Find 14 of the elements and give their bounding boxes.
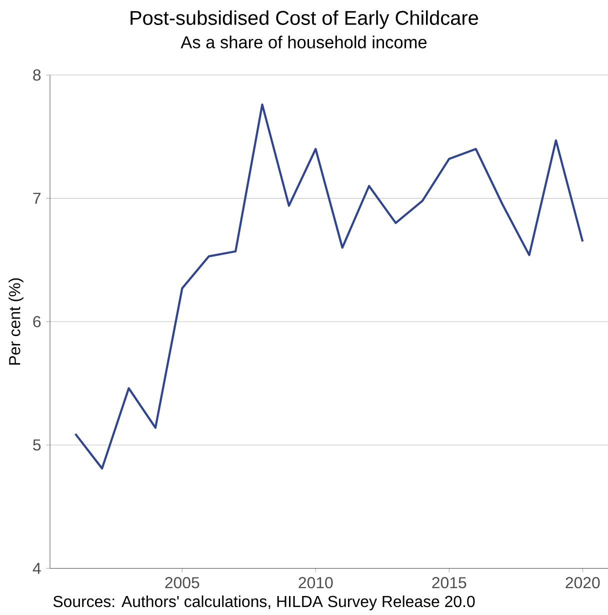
y-tick-label: 8: [33, 69, 41, 81]
source-note: Sources: Authors' calculations, HILDA Survey Release 20.0: [53, 595, 475, 610]
chart-subtitle: As a share of household income: [180, 36, 427, 48]
y-tick-label: 7: [33, 192, 41, 204]
x-tick-label: 2010: [298, 577, 333, 588]
y-tick-label: 6: [33, 316, 41, 328]
y-tick-label: 4: [32, 562, 41, 574]
y-tick-label: 5: [33, 439, 41, 451]
y-axis-title: Per cent (%): [8, 278, 24, 365]
x-tick-label: 2005: [165, 577, 200, 588]
line-series: [74, 104, 584, 470]
chart-title: Post-subsidised Cost of Early Childcare: [130, 10, 478, 29]
x-tick-label: 2015: [432, 577, 466, 588]
x-tick-label: 2020: [566, 577, 600, 588]
